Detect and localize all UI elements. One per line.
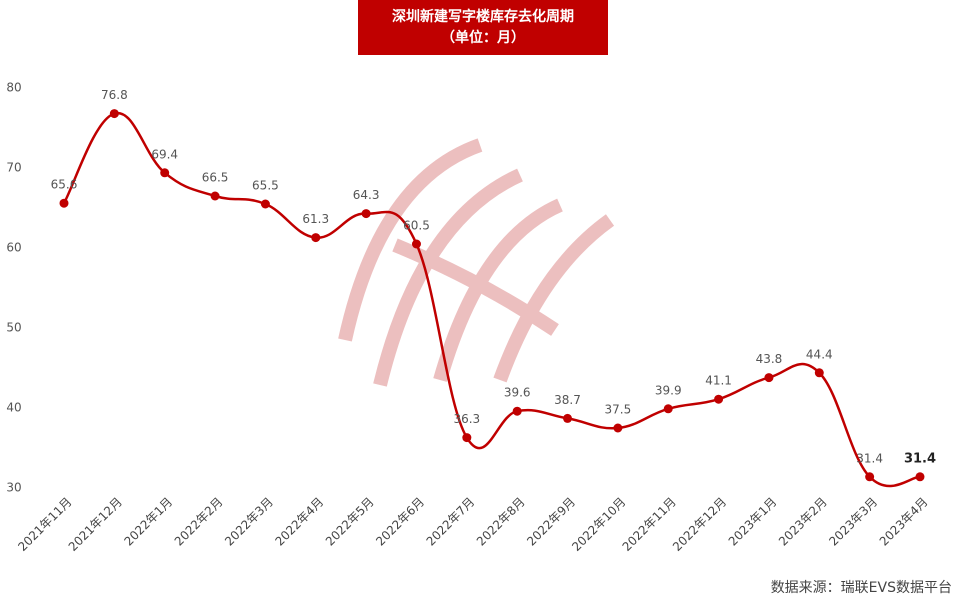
data-point — [260, 199, 270, 209]
data-label: 44.4 — [806, 347, 833, 361]
chart-title: 深圳新建写字楼库存去化周期 — [392, 8, 574, 25]
data-label: 31.4 — [904, 451, 936, 466]
y-tick-label: 70 — [6, 161, 21, 175]
x-tick-label: 2022年1月 — [121, 495, 175, 549]
title-box — [358, 0, 608, 55]
x-tick-label: 2023年4月 — [877, 495, 931, 549]
data-point — [814, 368, 824, 378]
x-tick-label: 2022年5月 — [323, 495, 377, 549]
data-point — [865, 472, 875, 482]
y-tick-label: 50 — [6, 321, 21, 335]
x-tick-label: 2023年3月 — [826, 495, 880, 549]
data-label: 39.6 — [504, 386, 531, 400]
data-label: 65.5 — [252, 179, 279, 193]
data-point — [160, 168, 170, 178]
data-label: 41.1 — [705, 374, 732, 388]
data-point — [411, 239, 421, 249]
chart-subtitle: （单位：月） — [441, 29, 525, 46]
data-point — [59, 198, 69, 208]
data-point — [361, 209, 371, 219]
data-label: 31.4 — [856, 451, 883, 465]
y-tick-label: 80 — [6, 81, 21, 95]
x-tick-label: 2022年8月 — [474, 495, 528, 549]
data-label: 37.5 — [605, 403, 632, 417]
data-label: 66.5 — [202, 171, 229, 185]
data-label: 39.9 — [655, 383, 682, 397]
y-tick-label: 40 — [6, 401, 21, 415]
data-label: 65.6 — [51, 178, 78, 192]
data-point — [663, 404, 673, 414]
data-label: 61.3 — [302, 212, 329, 226]
data-point — [109, 109, 119, 119]
data-point — [714, 394, 724, 404]
y-tick-label: 60 — [6, 241, 21, 255]
data-label: 69.4 — [151, 147, 178, 161]
source-note: 数据来源：瑞联EVS数据平台 — [771, 580, 952, 596]
data-label: 36.3 — [453, 412, 480, 426]
x-tick-label: 2023年1月 — [726, 495, 780, 549]
x-tick-label: 2021年12月 — [66, 495, 125, 554]
data-label: 64.3 — [353, 188, 380, 202]
data-point — [915, 472, 925, 482]
data-point — [613, 423, 623, 433]
data-point — [512, 406, 522, 416]
x-tick-label: 2022年6月 — [373, 495, 427, 549]
data-label: 43.8 — [756, 352, 783, 366]
y-tick-label: 30 — [6, 481, 21, 495]
data-label: 38.7 — [554, 393, 581, 407]
data-point — [311, 233, 321, 243]
x-tick-label: 2022年7月 — [424, 495, 478, 549]
data-point — [462, 433, 472, 443]
watermark — [338, 138, 615, 387]
x-tick-label: 2022年9月 — [524, 495, 578, 549]
data-label: 76.8 — [101, 88, 128, 102]
data-point — [563, 413, 573, 423]
x-tick-label: 2022年3月 — [222, 495, 276, 549]
x-tick-label: 2022年2月 — [172, 495, 226, 549]
data-label: 60.5 — [403, 219, 430, 233]
data-point — [764, 373, 774, 383]
x-tick-label: 2022年4月 — [272, 495, 326, 549]
data-point — [210, 191, 220, 201]
x-tick-label: 2022年12月 — [670, 495, 729, 554]
x-tick-label: 2023年2月 — [776, 495, 830, 549]
